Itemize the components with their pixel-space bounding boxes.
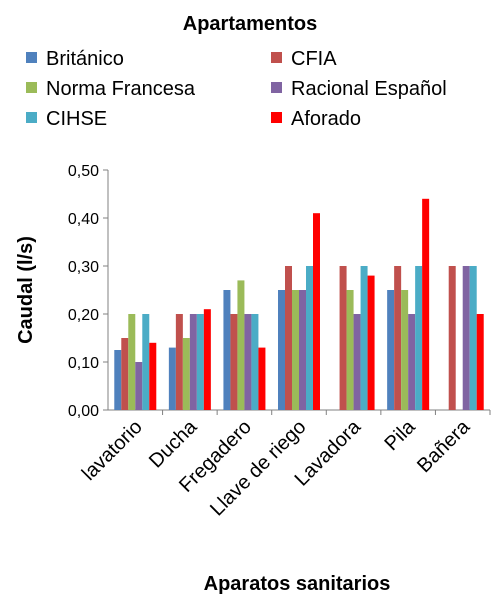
bar-cfia-fregadero xyxy=(230,314,238,410)
bar-cihse-lavadora xyxy=(360,266,368,410)
y-tick-label: 0,40 xyxy=(68,211,99,228)
plot-area: 0,000,100,200,300,400,50lavatorioDuchaFr… xyxy=(68,163,491,520)
bar-racional-espanol-banera xyxy=(462,266,470,410)
legend-item-aforado: Aforado xyxy=(271,108,361,130)
bar-racional-espanol-fregadero xyxy=(244,314,252,410)
legend-item-cfia: CFIA xyxy=(271,48,337,70)
y-tick-label: 0,30 xyxy=(68,259,99,276)
legend-swatch xyxy=(26,52,37,63)
bar-norma-francesa-lavadora xyxy=(346,290,354,410)
legend-label: Norma Francesa xyxy=(46,78,196,100)
bar-cfia-ducha xyxy=(175,314,183,410)
bar-cihse-ducha xyxy=(196,314,204,410)
legend-label: Británico xyxy=(46,48,124,70)
bar-aforado-ducha xyxy=(203,309,211,410)
bar-racional-espanol-llave-de-riego xyxy=(299,290,306,410)
bar-aforado-fregadero xyxy=(258,347,266,410)
legend-label: Aforado xyxy=(291,108,361,130)
bar-cfia-banera xyxy=(448,266,456,410)
bar-britanico-pila xyxy=(387,290,395,410)
bar-aforado-lavatorio xyxy=(149,342,157,410)
bar-racional-espanol-lavadora xyxy=(353,314,361,410)
x-tick-label: Llave de riego xyxy=(206,416,310,520)
legend-swatch xyxy=(271,82,282,93)
bar-cfia-pila xyxy=(394,266,402,410)
legend-swatch xyxy=(26,112,37,123)
x-axis-label: Aparatos sanitarios xyxy=(204,573,391,595)
bar-cfia-lavatorio xyxy=(121,338,129,410)
x-tick-label: Bañera xyxy=(413,415,475,477)
legend-swatch xyxy=(26,82,37,93)
bar-cihse-pila xyxy=(415,266,423,410)
bar-britanico-fregadero xyxy=(223,290,231,410)
bar-cihse-banera xyxy=(469,266,477,410)
bar-racional-espanol-pila xyxy=(408,314,416,410)
bar-aforado-lavadora xyxy=(367,275,375,410)
x-tick-label: lavatorio xyxy=(78,416,147,485)
y-tick-label: 0,50 xyxy=(68,163,99,180)
bar-aforado-banera xyxy=(476,314,484,410)
bar-cfia-lavadora xyxy=(339,266,347,410)
bar-racional-espanol-lavatorio xyxy=(135,362,143,410)
legend-swatch xyxy=(271,52,282,63)
bar-norma-francesa-llave-de-riego xyxy=(292,290,299,410)
bar-cihse-fregadero xyxy=(251,314,259,410)
legend-label: CFIA xyxy=(291,48,337,70)
legend-label: CIHSE xyxy=(46,108,107,130)
bar-britanico-llave-de-riego xyxy=(278,290,285,410)
bar-norma-francesa-lavatorio xyxy=(128,314,136,410)
y-axis-label: Caudal (l/s) xyxy=(15,236,37,344)
legend-swatch xyxy=(271,112,282,123)
legend-item-norma-francesa: Norma Francesa xyxy=(26,78,196,100)
bar-cihse-llave-de-riego xyxy=(306,266,313,410)
bar-cfia-llave-de-riego xyxy=(285,266,292,410)
legend-item-racional-espanol: Racional Español xyxy=(271,78,447,100)
bar-racional-espanol-ducha xyxy=(189,314,197,410)
bar-britanico-ducha xyxy=(168,347,176,410)
bar-norma-francesa-pila xyxy=(401,290,409,410)
bar-norma-francesa-fregadero xyxy=(237,280,245,410)
legend: Británico CFIA Norma Francesa Racional Espa… xyxy=(26,48,447,130)
bar-aforado-llave-de-riego xyxy=(313,213,320,410)
bar-norma-francesa-ducha xyxy=(182,338,190,410)
bar-aforado-pila xyxy=(422,198,430,410)
legend-item-cihse: CIHSE xyxy=(26,108,107,130)
legend-item-britanico: Británico xyxy=(26,48,124,70)
y-tick-label: 0,00 xyxy=(68,403,99,420)
chart-title: Apartamentos xyxy=(183,13,317,35)
y-tick-label: 0,10 xyxy=(68,355,99,372)
y-tick-label: 0,20 xyxy=(68,307,99,324)
x-tick-label: Pila xyxy=(381,415,421,455)
bar-cihse-lavatorio xyxy=(142,314,150,410)
bar-britanico-lavatorio xyxy=(114,350,122,410)
legend-label: Racional Español xyxy=(291,78,447,100)
